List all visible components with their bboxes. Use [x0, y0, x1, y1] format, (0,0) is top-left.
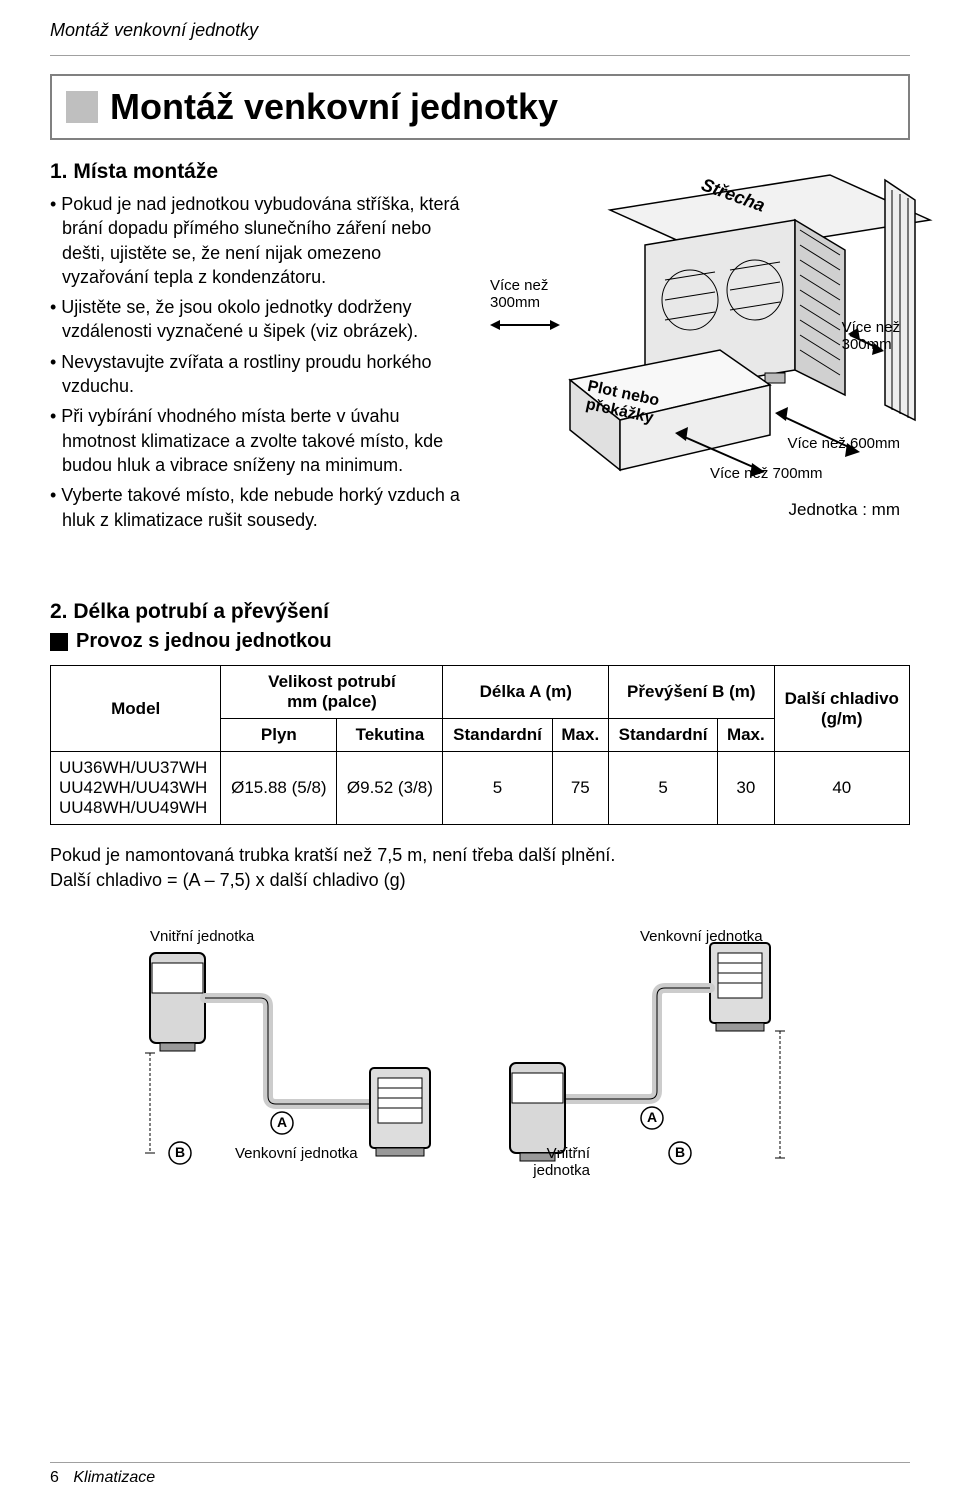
td-a-max: 75 — [552, 752, 608, 825]
spec-table: Model Velikost potrubí mm (palce) Délka … — [50, 665, 910, 825]
label-clearance-600: Více než 600mm — [787, 435, 900, 452]
running-header: Montáž venkovní jednotky — [50, 20, 910, 45]
th-pipe-size: Velikost potrubí mm (palce) — [221, 666, 443, 719]
clearance-diagram: Více než 300mm — [490, 160, 910, 560]
label-B: B — [675, 1144, 685, 1160]
label-outdoor-unit: Venkovní jednotka — [640, 928, 763, 945]
footer-title: Klimatizace — [73, 1469, 155, 1486]
th-b-max: Max. — [718, 719, 774, 752]
th-text: mm (palce) — [287, 692, 377, 711]
square-bullet-icon — [50, 633, 68, 651]
td-text: UU48WH/UU49WH — [59, 798, 207, 817]
th-a-std: Standardní — [443, 719, 552, 752]
section-install-locations: 1. Místa montáže • Pokud je nad jednotko… — [50, 160, 910, 560]
page-title: Montáž venkovní jednotky — [110, 86, 558, 128]
td-b-std: 5 — [609, 752, 718, 825]
td-a-std: 5 — [443, 752, 552, 825]
td-text: UU42WH/UU43WH — [59, 778, 207, 797]
section1-heading: 1. Místa montáže — [50, 160, 470, 184]
label-unit-mm: Jednotka : mm — [789, 500, 901, 520]
note-line: Další chladivo = (A – 7,5) x další chlad… — [50, 868, 910, 893]
bullet-list: • Pokud je nad jednotkou vybudována stří… — [50, 192, 470, 532]
td-gas: Ø15.88 (5/8) — [221, 752, 337, 825]
note-line: Pokud je namontovaná trubka kratší než 7… — [50, 843, 910, 868]
td-liquid: Ø9.52 (3/8) — [337, 752, 443, 825]
th-text: Další chladivo — [785, 689, 899, 708]
page-title-block: Montáž venkovní jednotky — [50, 74, 910, 140]
th-length-a: Délka A (m) — [443, 666, 609, 719]
bullet-item: • Nevystavujte zvířata a rostliny proudu… — [50, 350, 470, 399]
table-row: UU36WH/UU37WH UU42WH/UU43WH UU48WH/UU49W… — [51, 752, 910, 825]
bullet-item: • Ujistěte se, že jsou okolo jednotky do… — [50, 295, 470, 344]
section2-heading: 2. Délka potrubí a převýšení — [50, 600, 910, 624]
label-text: 300mm — [842, 336, 892, 353]
section2-sub: Provoz s jednou jednotkou — [50, 630, 910, 653]
bullet-item: • Vyberte takové místo, kde nebude horký… — [50, 483, 470, 532]
td-add-ref: 40 — [774, 752, 909, 825]
label-clearance-700: Více než 700mm — [710, 465, 823, 482]
label-text: 300mm — [490, 294, 540, 311]
bullet-item: • Při vybírání vhodného místa berte v úv… — [50, 404, 470, 477]
bullet-item: • Pokud je nad jednotkou vybudována stří… — [50, 192, 470, 289]
divider — [50, 55, 910, 56]
th-text: (g/m) — [821, 709, 863, 728]
th-gas: Plyn — [221, 719, 337, 752]
label-B: B — [175, 1144, 185, 1160]
label-indoor-unit: Vnitřní jednotka — [510, 1145, 590, 1179]
notes: Pokud je namontovaná trubka kratší než 7… — [50, 843, 910, 893]
td-model: UU36WH/UU37WH UU42WH/UU43WH UU48WH/UU49W… — [51, 752, 221, 825]
th-liquid: Tekutina — [337, 719, 443, 752]
label-text: Více než — [842, 319, 900, 336]
th-text: Velikost potrubí — [268, 672, 396, 691]
label-clearance-right: Více než 300mm — [842, 320, 900, 353]
page-number: 6 — [50, 1469, 59, 1486]
page-footer: 6 Klimatizace — [50, 1462, 910, 1487]
td-b-max: 30 — [718, 752, 774, 825]
title-marker — [66, 91, 98, 123]
th-a-max: Max. — [552, 719, 608, 752]
th-b-std: Standardní — [609, 719, 718, 752]
label-A: A — [277, 1114, 287, 1130]
label-text: Více než — [490, 277, 548, 294]
th-model: Model — [51, 666, 221, 752]
td-text: UU36WH/UU37WH — [59, 758, 207, 777]
label-indoor-unit: Vnitřní jednotka — [150, 928, 254, 945]
subheading-text: Provoz s jednou jednotkou — [76, 630, 332, 653]
label-outdoor-unit: Venkovní jednotka — [235, 1145, 358, 1162]
pipe-diagram-svg — [50, 923, 910, 1223]
label-A: A — [647, 1109, 657, 1125]
pipe-diagram: Vnitřní jednotka Venkovní jednotka Venko… — [50, 923, 910, 1223]
label-clearance-left: Více než 300mm — [490, 278, 548, 311]
th-add-ref: Další chladivo (g/m) — [774, 666, 909, 752]
th-elev-b: Převýšení B (m) — [609, 666, 775, 719]
